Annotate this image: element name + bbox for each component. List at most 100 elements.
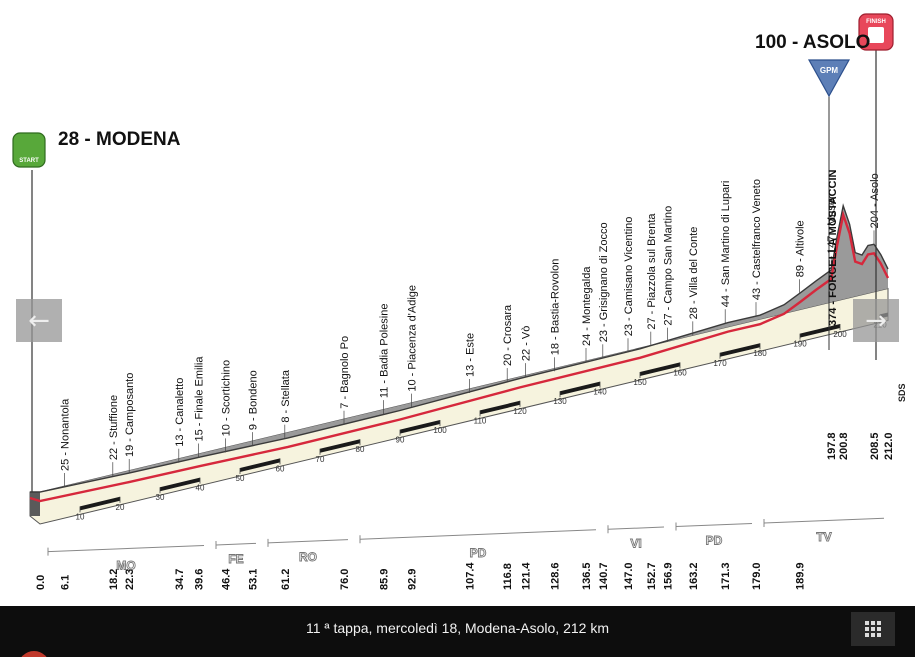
place-label: 7 - Bagnolo Po (339, 336, 351, 409)
km-label: 46.4 (221, 568, 233, 590)
km-label: 53.1 (247, 569, 259, 590)
scale-segment (720, 343, 760, 357)
km-label: 121.4 (521, 562, 533, 590)
province-line (675, 523, 753, 528)
km-label: 152.7 (646, 562, 658, 590)
scale-tick-label: 40 (196, 484, 205, 493)
scale-tick-label: 170 (713, 359, 727, 368)
place-label: 147 - Maser (826, 195, 838, 254)
gpm-climb-label: 374 - FORCELLA MOSTACCIN (827, 169, 839, 326)
km-label: 61.2 (280, 569, 292, 590)
km-label: 76.0 (339, 569, 351, 590)
province-line (267, 539, 349, 544)
place-label: 89 - Altivole (795, 220, 807, 277)
scale-tick-label: 70 (316, 455, 325, 464)
province-line (359, 529, 597, 540)
province-label: PD (470, 546, 487, 560)
place-label: 24 - Montegalda (581, 266, 593, 346)
place-label: 9 - Bondeno (247, 370, 259, 430)
scale-tick-label: 90 (396, 436, 405, 445)
km-label: 140.7 (598, 562, 610, 590)
province-label: RO (299, 550, 317, 564)
previous-image-button[interactable]: ← (16, 299, 62, 342)
start-label: 28 - MODENA (58, 129, 181, 150)
scale-tick-label: 150 (633, 378, 647, 387)
place-label: 28 - Villa del Conte (688, 227, 700, 320)
place-label: 20 - Crosara (502, 304, 514, 366)
km-label: 128.6 (549, 562, 561, 590)
gpm-icon-label: GPM (820, 66, 839, 75)
place-label: 23 - Grisignano di Zocco (598, 222, 610, 342)
scale-segment (160, 477, 200, 492)
caption-bar: 11 ª tappa, mercoledì 18, Modena-Asolo, … (0, 606, 915, 657)
end-code-label: SDS (897, 383, 907, 402)
km-label: 92.9 (407, 569, 419, 590)
scale-segment (800, 324, 840, 338)
km-label: 189.9 (795, 562, 807, 590)
km-label: 0.0 (35, 575, 47, 590)
place-label: 8 - Stellata (280, 369, 292, 422)
province-line (47, 544, 205, 553)
province-label: PD (706, 534, 723, 548)
place-label: 22 - Vò (521, 326, 533, 361)
km-label: 163.2 (688, 562, 700, 590)
finish-icon-label: FINISH (866, 19, 886, 25)
arrow-left-icon: ← (28, 305, 50, 336)
scale-tick-label: 80 (356, 445, 365, 454)
province-label: FE (228, 552, 243, 566)
road-line (29, 210, 890, 503)
stage-profile-chart: 10 20 30 40 50 60 70 80 90 100 110 120 130 140 150 160 1… (12, 13, 907, 590)
km-label: 156.9 (663, 562, 675, 590)
province-line (763, 517, 885, 524)
km-label: 22.3 (124, 569, 136, 590)
start-icon (12, 132, 46, 168)
finish-label: 100 - ASOLO (755, 32, 870, 53)
avatar (18, 651, 50, 657)
place-label: 204 - Asolo (869, 173, 881, 228)
scale-segment (320, 439, 360, 453)
place-label: 13 - Este (465, 333, 477, 377)
place-label: 43 - Castelfranco Veneto (751, 179, 763, 300)
scale-tick-label: 190 (793, 340, 807, 349)
scale-tick-label: 180 (753, 349, 767, 358)
scale-tick-label: 200 (833, 330, 847, 339)
start-icon-label: START (19, 158, 39, 164)
place-label: 10 - Scortichino (221, 360, 233, 436)
province-line (607, 526, 665, 530)
scale-segment (80, 496, 120, 511)
scale-tick-label: 20 (116, 503, 125, 512)
arrow-right-icon: → (865, 305, 887, 336)
place-label: 27 - Piazzola sul Brenta (646, 213, 658, 330)
finish-icon-camera (868, 27, 884, 43)
scale-segment (640, 362, 680, 376)
place-label: 23 - Camisano Vicentino (623, 217, 635, 337)
next-image-button[interactable]: → (853, 299, 899, 342)
scale-tick-label: 160 (673, 368, 687, 377)
scale-segment (560, 381, 600, 396)
province-label: TV (816, 530, 831, 544)
km-label: 208.5 (869, 432, 881, 460)
km-label: 200.8 (838, 432, 850, 460)
km-label: 197.8 (826, 432, 838, 460)
province-label: VI (630, 536, 641, 550)
place-label: 11 - Badia Polesine (379, 304, 391, 399)
province-label: MO (116, 559, 135, 573)
scale-segment (480, 400, 520, 415)
province-line (215, 542, 257, 546)
km-label: 147.0 (623, 562, 635, 590)
place-label: 19 - Camposanto (124, 373, 136, 457)
scale-segment (240, 458, 280, 472)
km-label: 34.7 (174, 569, 186, 590)
km-label: 39.6 (193, 569, 205, 590)
scale-tick-label: 30 (156, 493, 165, 502)
km-label: 179.0 (751, 562, 763, 590)
place-label: 13 - Canaletto (174, 378, 186, 447)
km-label: 212.0 (883, 432, 895, 460)
km-label: 116.8 (502, 563, 514, 590)
gpm-icon (807, 59, 851, 98)
scale-segment (400, 420, 440, 434)
place-label: 25 - Nonantola (59, 398, 71, 471)
place-label: 18 - Bastia-Rovolon (549, 259, 561, 356)
thumbnail-grid-button[interactable] (851, 612, 895, 646)
